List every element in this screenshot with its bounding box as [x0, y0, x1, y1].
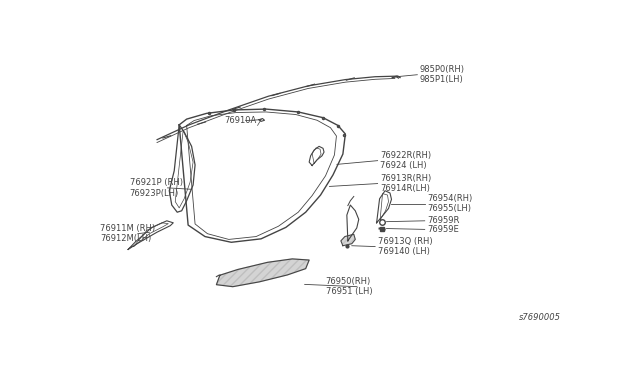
Text: 76959R: 76959R — [428, 216, 460, 225]
Text: s7690005: s7690005 — [519, 314, 561, 323]
Polygon shape — [341, 234, 355, 246]
Text: 76913R(RH)
76914R(LH): 76913R(RH) 76914R(LH) — [380, 174, 431, 193]
Text: 76921P (RH)
76923P(LH): 76921P (RH) 76923P(LH) — [129, 178, 182, 198]
Text: 76922R(RH)
76924 (LH): 76922R(RH) 76924 (LH) — [380, 151, 431, 170]
Text: 76950(RH)
76951 (LH): 76950(RH) 76951 (LH) — [326, 277, 372, 296]
Text: 985P0(RH)
985P1(LH): 985P0(RH) 985P1(LH) — [420, 65, 465, 84]
Text: 76959E: 76959E — [428, 225, 459, 234]
Text: 76911M (RH)
76912M(LH): 76911M (RH) 76912M(LH) — [100, 224, 155, 243]
Text: 76913Q (RH)
769140 (LH): 76913Q (RH) 769140 (LH) — [378, 237, 432, 256]
Text: 76954(RH)
76955(LH): 76954(RH) 76955(LH) — [428, 194, 472, 213]
Polygon shape — [216, 259, 309, 287]
Text: 76910A: 76910A — [224, 116, 256, 125]
